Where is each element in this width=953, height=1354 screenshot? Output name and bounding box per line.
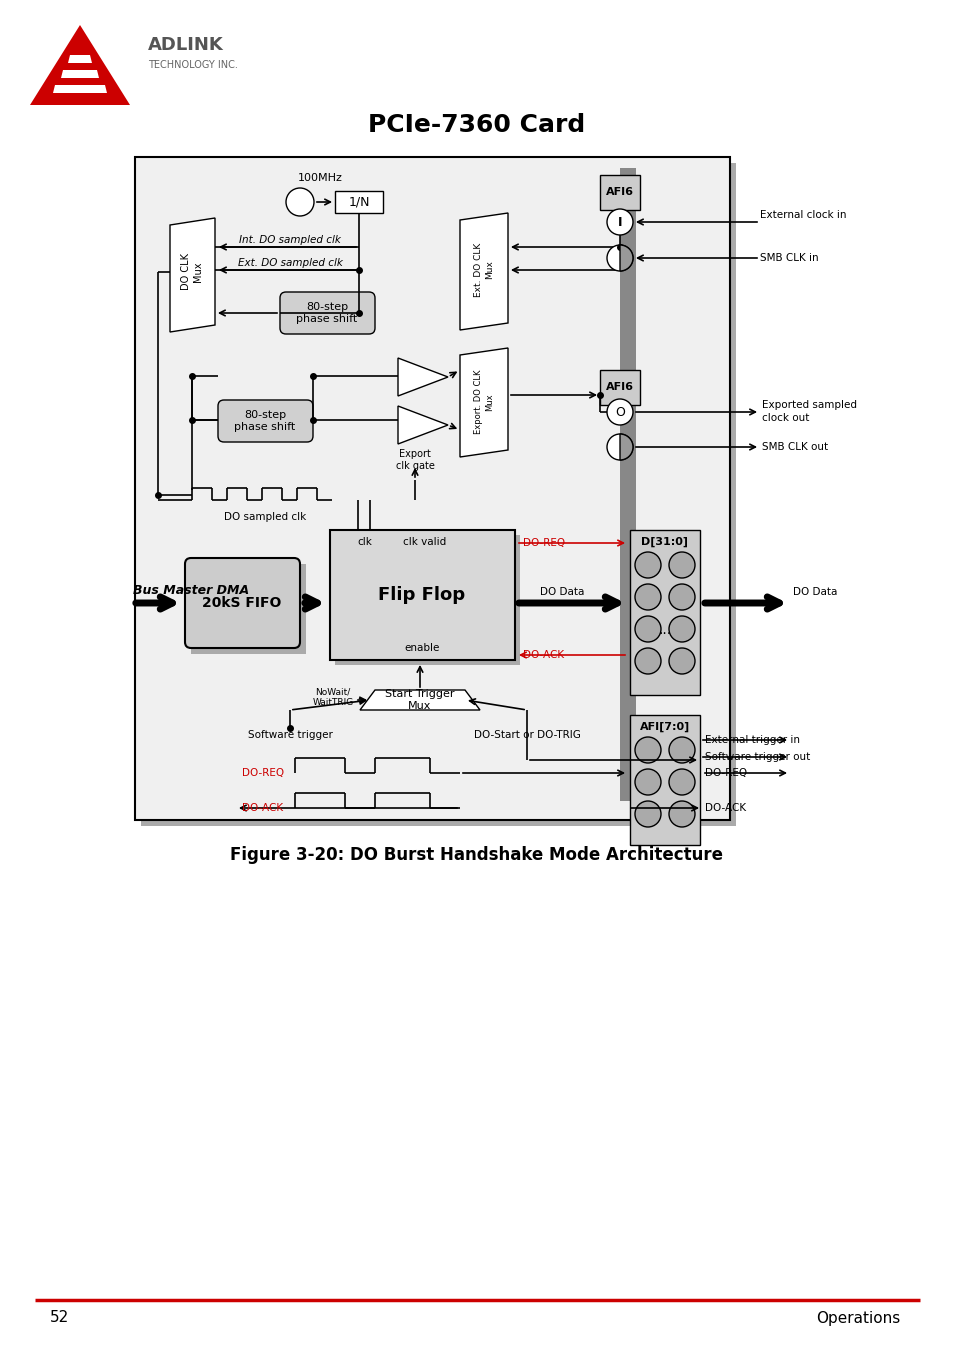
- FancyBboxPatch shape: [218, 399, 313, 441]
- Text: Ext. DO CLK
Mux: Ext. DO CLK Mux: [474, 242, 494, 297]
- Text: clk valid: clk valid: [403, 538, 446, 547]
- Text: AFI6: AFI6: [605, 382, 634, 393]
- Text: DO CLK
Mux: DO CLK Mux: [181, 253, 203, 291]
- Text: TECHNOLOGY INC.: TECHNOLOGY INC.: [148, 60, 237, 70]
- Text: Export
clk gate: Export clk gate: [395, 450, 434, 471]
- Text: Flip Flop: Flip Flop: [378, 586, 465, 604]
- Text: DO-ACK: DO-ACK: [242, 803, 283, 812]
- Polygon shape: [61, 70, 99, 79]
- Circle shape: [668, 737, 695, 764]
- Circle shape: [606, 399, 633, 425]
- Text: 100MHz: 100MHz: [297, 173, 342, 183]
- Text: DO-Start or DO-TRIG: DO-Start or DO-TRIG: [473, 730, 579, 741]
- Text: Figure 3-20: DO Burst Handshake Mode Architecture: Figure 3-20: DO Burst Handshake Mode Arc…: [231, 846, 722, 864]
- Text: enable: enable: [404, 643, 439, 653]
- Text: ...: ...: [658, 623, 671, 636]
- FancyBboxPatch shape: [185, 558, 299, 649]
- Text: Software trigger: Software trigger: [247, 730, 332, 741]
- Circle shape: [668, 769, 695, 795]
- Polygon shape: [30, 24, 130, 106]
- Circle shape: [606, 435, 633, 460]
- Text: O: O: [615, 405, 624, 418]
- Bar: [629, 715, 700, 845]
- Text: 52: 52: [50, 1311, 70, 1326]
- Text: DO-ACK: DO-ACK: [522, 650, 563, 659]
- Circle shape: [668, 552, 695, 578]
- Text: DO-REQ: DO-REQ: [242, 768, 284, 779]
- Text: 1/N: 1/N: [348, 195, 370, 209]
- Text: Software trigger out: Software trigger out: [704, 751, 809, 762]
- Text: External clock in: External clock in: [760, 210, 845, 219]
- Text: DO Data: DO Data: [539, 588, 584, 597]
- Text: AFI6: AFI6: [605, 187, 634, 196]
- Circle shape: [286, 188, 314, 217]
- Text: Int. DO sampled clk: Int. DO sampled clk: [239, 236, 340, 245]
- Text: clk: clk: [357, 538, 372, 547]
- Text: 20kS FIFO: 20kS FIFO: [202, 596, 281, 611]
- Text: Start Trigger
Mux: Start Trigger Mux: [385, 689, 455, 711]
- Text: SMB CLK out: SMB CLK out: [761, 441, 827, 452]
- Polygon shape: [68, 56, 91, 64]
- Text: Exported sampled: Exported sampled: [761, 399, 856, 410]
- Bar: [191, 565, 306, 654]
- Text: DO-ACK: DO-ACK: [704, 803, 745, 812]
- Text: PCIe-7360 Card: PCIe-7360 Card: [368, 112, 585, 137]
- Circle shape: [635, 769, 660, 795]
- Bar: [629, 529, 700, 695]
- Bar: [619, 168, 636, 802]
- Polygon shape: [397, 357, 448, 395]
- Text: NoWait/
WaitTRIG: NoWait/ WaitTRIG: [312, 688, 354, 707]
- Text: Ext. DO sampled clk: Ext. DO sampled clk: [237, 259, 342, 268]
- Text: Operations: Operations: [815, 1311, 899, 1326]
- Circle shape: [635, 737, 660, 764]
- Circle shape: [635, 584, 660, 611]
- Bar: [141, 162, 735, 826]
- Text: DO sampled clk: DO sampled clk: [224, 512, 306, 523]
- Wedge shape: [619, 435, 633, 460]
- Text: I: I: [618, 215, 621, 229]
- Circle shape: [606, 245, 633, 271]
- Circle shape: [606, 209, 633, 236]
- Wedge shape: [619, 245, 633, 271]
- Text: External trigger in: External trigger in: [704, 735, 800, 745]
- FancyBboxPatch shape: [280, 292, 375, 334]
- Text: 80-step
phase shift: 80-step phase shift: [296, 302, 357, 324]
- Text: AFI[7:0]: AFI[7:0]: [639, 722, 689, 733]
- Bar: [599, 370, 639, 405]
- Polygon shape: [53, 85, 107, 93]
- Circle shape: [668, 802, 695, 827]
- Text: Export. DO CLK
Mux: Export. DO CLK Mux: [474, 370, 494, 435]
- Text: D[31:0]: D[31:0]: [640, 538, 688, 547]
- Circle shape: [635, 802, 660, 827]
- Polygon shape: [359, 691, 479, 709]
- Bar: [135, 157, 729, 821]
- Bar: [599, 175, 639, 210]
- Circle shape: [635, 552, 660, 578]
- Circle shape: [668, 616, 695, 642]
- Polygon shape: [459, 213, 507, 330]
- Text: ADLINK: ADLINK: [148, 37, 224, 54]
- Text: DO-REQ: DO-REQ: [704, 768, 746, 779]
- Text: SMB CLK in: SMB CLK in: [760, 253, 818, 263]
- Text: DO-REQ: DO-REQ: [522, 538, 564, 548]
- Bar: [335, 535, 519, 665]
- Bar: [335, 191, 382, 213]
- Text: clock out: clock out: [761, 413, 808, 422]
- Text: 80-step
phase shift: 80-step phase shift: [234, 410, 295, 432]
- Circle shape: [668, 584, 695, 611]
- Text: Bus Master DMA: Bus Master DMA: [132, 584, 249, 597]
- Polygon shape: [397, 406, 448, 444]
- Circle shape: [635, 616, 660, 642]
- Circle shape: [635, 649, 660, 674]
- Text: DO Data: DO Data: [792, 588, 837, 597]
- Circle shape: [668, 649, 695, 674]
- Bar: [330, 529, 515, 659]
- Polygon shape: [459, 348, 507, 458]
- Polygon shape: [170, 218, 214, 332]
